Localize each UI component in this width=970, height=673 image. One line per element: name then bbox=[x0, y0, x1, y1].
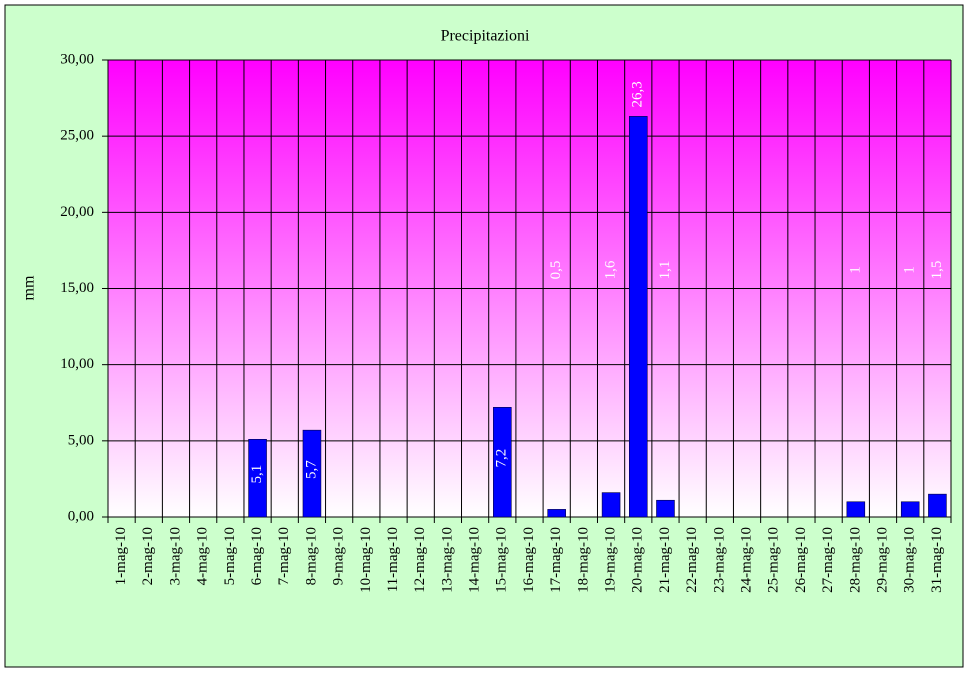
y-tick-label: 30,00 bbox=[60, 51, 94, 67]
x-tick-label: 30-mag-10 bbox=[902, 527, 918, 593]
x-tick-label: 15-mag-10 bbox=[494, 527, 510, 593]
x-tick-label: 4-mag-10 bbox=[195, 527, 211, 585]
data-label: 26,3 bbox=[630, 81, 646, 107]
x-tick-label: 6-mag-10 bbox=[249, 527, 265, 585]
y-tick-label: 25,00 bbox=[60, 128, 94, 144]
x-tick-label: 19-mag-10 bbox=[603, 527, 619, 593]
bar bbox=[900, 501, 920, 518]
x-tick-label: 1-mag-10 bbox=[113, 527, 129, 585]
data-label: 5,7 bbox=[303, 460, 319, 479]
y-tick-label: 0,00 bbox=[68, 508, 94, 524]
data-label: 1,6 bbox=[603, 260, 619, 279]
bar bbox=[601, 492, 621, 518]
chart-title: Precipitazioni bbox=[441, 28, 530, 45]
bar bbox=[302, 429, 322, 518]
bar bbox=[846, 501, 866, 518]
x-tick-label: 31-mag-10 bbox=[929, 527, 945, 593]
data-label: 1 bbox=[847, 266, 863, 274]
bar bbox=[656, 499, 675, 518]
x-tick-label: 18-mag-10 bbox=[575, 527, 591, 593]
data-label: 7,2 bbox=[494, 449, 510, 468]
x-tick-label: 22-mag-10 bbox=[684, 527, 700, 593]
x-tick-label: 11-mag-10 bbox=[385, 527, 401, 592]
x-tick-label: 20-mag-10 bbox=[630, 527, 646, 593]
x-tick-label: 26-mag-10 bbox=[793, 527, 809, 593]
x-tick-label: 12-mag-10 bbox=[412, 527, 428, 593]
x-tick-label: 21-mag-10 bbox=[657, 527, 673, 593]
x-tick-label: 3-mag-10 bbox=[167, 527, 183, 585]
x-tick-label: 9-mag-10 bbox=[331, 527, 347, 585]
y-tick-label: 15,00 bbox=[60, 280, 94, 296]
bar bbox=[629, 116, 648, 518]
x-tick-label: 7-mag-10 bbox=[276, 527, 292, 585]
x-tick-label: 17-mag-10 bbox=[548, 527, 564, 593]
x-tick-label: 10-mag-10 bbox=[358, 527, 374, 593]
x-tick-label: 28-mag-10 bbox=[847, 527, 863, 593]
data-label: 1 bbox=[902, 266, 918, 274]
data-label: 1,5 bbox=[929, 261, 945, 280]
x-tick-label: 16-mag-10 bbox=[521, 527, 537, 593]
x-tick-label: 13-mag-10 bbox=[439, 527, 455, 593]
bar bbox=[493, 407, 512, 518]
data-label: 5,1 bbox=[249, 465, 265, 484]
data-label: 0,5 bbox=[548, 261, 564, 280]
x-tick-label: 24-mag-10 bbox=[738, 527, 754, 593]
x-tick-label: 29-mag-10 bbox=[874, 527, 890, 593]
x-tick-label: 14-mag-10 bbox=[467, 527, 483, 593]
bar bbox=[928, 493, 947, 518]
x-tick-label: 8-mag-10 bbox=[303, 527, 319, 585]
x-tick-label: 25-mag-10 bbox=[766, 527, 782, 593]
bar bbox=[547, 509, 566, 518]
y-tick-label: 5,00 bbox=[68, 432, 94, 448]
y-tick-label: 20,00 bbox=[60, 204, 94, 220]
y-tick-label: 10,00 bbox=[60, 356, 94, 372]
bar bbox=[248, 439, 267, 518]
data-label: 1,1 bbox=[657, 261, 673, 280]
x-tick-label: 23-mag-10 bbox=[711, 527, 727, 593]
y-axis-title: mm bbox=[21, 275, 38, 300]
x-tick-label: 5-mag-10 bbox=[222, 527, 238, 585]
x-tick-label: 27-mag-10 bbox=[820, 527, 836, 593]
x-tick-label: 2-mag-10 bbox=[140, 527, 156, 585]
